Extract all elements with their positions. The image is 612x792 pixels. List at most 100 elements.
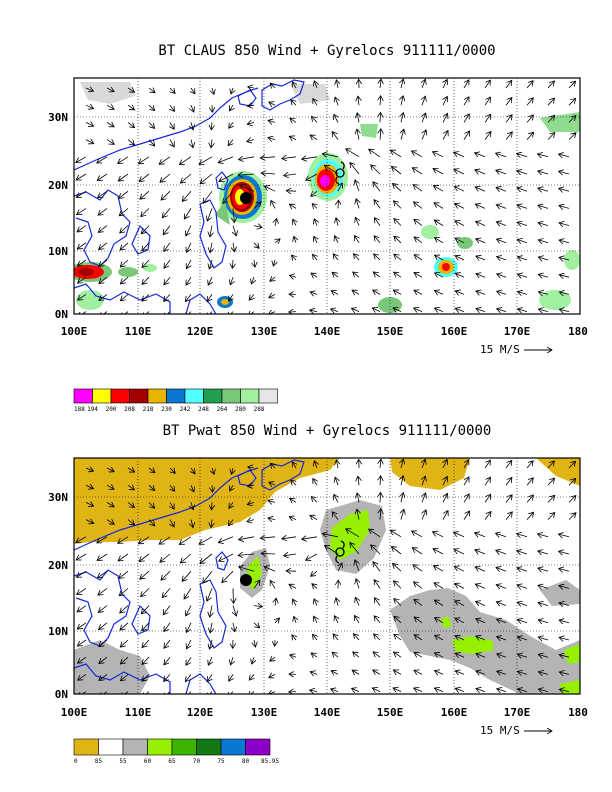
- wind-arrow: [354, 616, 359, 624]
- wind-arrow: [374, 634, 381, 641]
- wind-arrow: [380, 509, 381, 520]
- wind-arrow: [228, 519, 233, 526]
- plot-frame: [73, 457, 581, 695]
- wind-arrow: [414, 290, 423, 294]
- wind-arrow: [249, 674, 254, 680]
- wind-arrow: [162, 588, 171, 597]
- wind-arrow: [238, 554, 255, 555]
- wind-arrow: [401, 113, 403, 123]
- wind-arrow: [559, 257, 570, 260]
- wind-arrow: [322, 534, 339, 537]
- wind-arrow: [119, 570, 129, 578]
- wind-arrow: [233, 208, 234, 222]
- colorbar-label: 218: [143, 406, 154, 413]
- wind-arrow: [98, 208, 108, 215]
- wind-arrow: [475, 550, 486, 554]
- wind-arrow: [346, 149, 360, 158]
- wind-arrow: [148, 468, 155, 473]
- wind-arrow: [238, 174, 255, 175]
- wind-arrow: [313, 634, 318, 641]
- wind-arrow: [484, 477, 491, 486]
- wind-arrow: [538, 240, 549, 243]
- wind-arrow: [78, 294, 87, 300]
- wind-arrow: [200, 553, 213, 564]
- wind-arrow: [484, 132, 491, 140]
- wind-arrow: [332, 652, 339, 657]
- wind-arrow: [422, 96, 425, 106]
- wind-arrow: [393, 670, 402, 674]
- colorbar-swatch: [110, 388, 130, 404]
- wind-arrow: [538, 551, 549, 554]
- colorbar-swatch: [196, 738, 222, 756]
- wind-arrow: [207, 588, 213, 601]
- wind-arrow: [443, 477, 447, 486]
- wind-arrow: [252, 657, 254, 664]
- wind-arrow: [99, 259, 108, 267]
- colorbar-label: 55: [119, 758, 127, 765]
- wind-arrow: [260, 537, 276, 538]
- wind-arrow: [394, 219, 402, 226]
- wind-arrow: [310, 690, 318, 692]
- wind-arrow: [333, 634, 338, 641]
- wind-arrow: [414, 273, 423, 278]
- wind-arrow: [505, 460, 512, 469]
- wind-arrow: [253, 606, 262, 607]
- wind-arrow: [77, 259, 87, 266]
- wind-arrow: [391, 167, 402, 175]
- colorbar-label: 80: [242, 758, 250, 765]
- wind-arrow: [443, 460, 447, 469]
- wind-arrow: [538, 292, 549, 295]
- wind-arrow: [538, 689, 549, 692]
- wind-arrow: [223, 190, 234, 203]
- wind-arrow: [371, 165, 381, 175]
- wind-arrow: [233, 605, 236, 616]
- wind-arrow: [120, 656, 129, 664]
- wind-arrow: [231, 87, 233, 94]
- wind-arrow: [142, 639, 150, 648]
- wind-arrow: [393, 183, 402, 192]
- wind-arrow: [142, 259, 150, 268]
- panel-title: BT CLAUS 850 Wind + Gyrelocs 911111/0000: [158, 43, 495, 59]
- wind-arrow: [254, 639, 256, 647]
- wind-arrow: [77, 605, 87, 612]
- wind-arrow: [435, 291, 444, 295]
- wind-arrow: [354, 254, 360, 261]
- wind-arrow: [120, 605, 129, 613]
- wind-arrow: [78, 656, 87, 663]
- wind-arrow: [463, 97, 469, 106]
- wind-arrow: [559, 551, 570, 554]
- wind-arrow: [268, 138, 276, 140]
- wind-arrow: [463, 477, 469, 486]
- wind-arrow: [380, 459, 381, 469]
- wind-arrow: [372, 308, 381, 312]
- wind-arrow: [218, 156, 234, 163]
- wind-arrow: [120, 242, 129, 250]
- wind-arrow: [170, 519, 174, 527]
- wind-arrow: [229, 294, 233, 301]
- wind-arrow: [294, 616, 296, 623]
- x-tick-label: 160E: [441, 325, 468, 338]
- wind-arrow: [517, 602, 528, 605]
- colorbar-swatch: [184, 388, 204, 404]
- wind-arrow: [559, 223, 570, 226]
- wind-arrow: [559, 534, 570, 537]
- wind-arrow: [289, 136, 297, 139]
- wind-arrow: [127, 139, 135, 146]
- wind-arrow: [127, 485, 135, 490]
- wind-arrow: [352, 688, 360, 691]
- wind-arrow: [338, 200, 339, 209]
- wind-arrow: [185, 674, 192, 681]
- y-tick-label: 20N: [48, 559, 68, 572]
- colorbar-label: 242: [180, 406, 191, 413]
- wind-arrow: [357, 113, 359, 123]
- wind-arrow: [517, 257, 528, 260]
- wind-arrow: [282, 157, 297, 159]
- wind-arrow: [99, 276, 108, 283]
- wind-arrow: [358, 476, 359, 486]
- wind-arrow: [373, 272, 381, 278]
- wind-arrow: [120, 691, 129, 694]
- wind-arrow: [106, 122, 114, 126]
- wind-arrow: [191, 467, 195, 474]
- wind-arrow: [380, 492, 381, 503]
- wind-arrow: [434, 583, 444, 589]
